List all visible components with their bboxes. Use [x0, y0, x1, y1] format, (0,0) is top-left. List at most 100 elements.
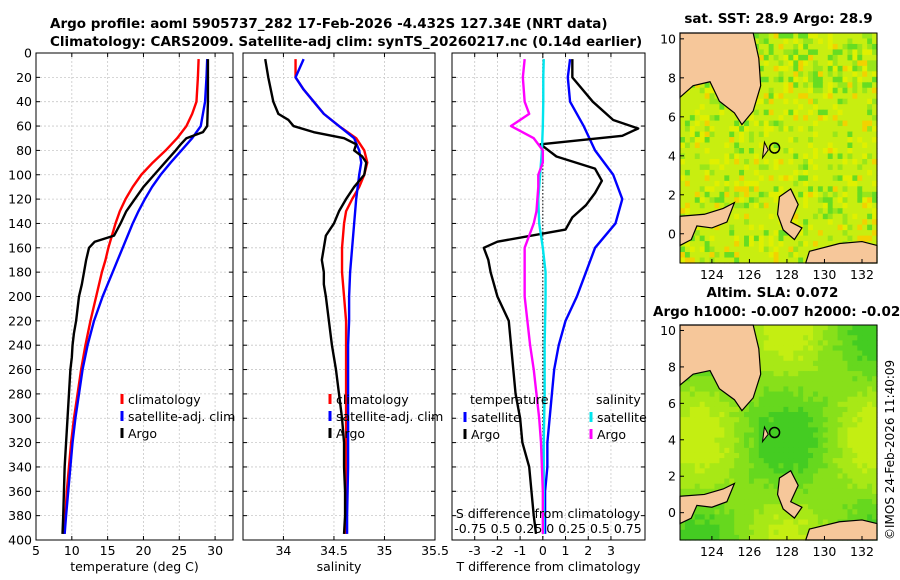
- difference-xtick-label: 3: [607, 543, 615, 558]
- map-xtick-label: 128: [775, 267, 799, 282]
- map-xtick-label: 132: [850, 544, 874, 559]
- halmahera-land: [776, 469, 803, 520]
- map-frame: [679, 324, 878, 541]
- depth-tick-label: 280: [8, 386, 32, 401]
- map-ytick-label: 0: [668, 226, 676, 241]
- map-xtick-label: 130: [813, 267, 837, 282]
- sla-map-title-line2: Argo h1000: -0.007 h2000: -0.023: [653, 304, 900, 320]
- depth-tick-label: 40: [16, 94, 32, 109]
- legend-label: Argo: [336, 426, 365, 441]
- temperature-xlabel: temperature (deg C): [70, 559, 199, 574]
- map-xtick-label: 124: [700, 267, 724, 282]
- temperature-series-2: [61, 59, 210, 534]
- salinity-series-2: [264, 58, 368, 534]
- mindanao-land: [679, 32, 762, 126]
- legend-label: satellite-adj. clim: [128, 409, 235, 424]
- salinity-xtick-label: 35.5: [421, 543, 449, 558]
- mindanao-land: [679, 324, 762, 412]
- temperature-xtick-label: 25: [171, 543, 187, 558]
- salinity-series-1: [294, 58, 363, 534]
- temperature-xtick-label: 20: [136, 543, 152, 558]
- map-frame: [679, 32, 878, 264]
- temperature-panel: 5 10 15 20 25 30 temperature (deg C) 0 20 40 60 80 1…: [8, 46, 235, 575]
- salinity-xtick-label: 34: [275, 543, 291, 558]
- difference-series-2: [537, 59, 547, 534]
- difference-xtick-label: 2: [584, 543, 592, 558]
- argo-position-marker: [768, 426, 781, 439]
- map-ytick-label: 6: [668, 396, 676, 411]
- halmahera-land: [776, 188, 803, 241]
- depth-tick-label: 180: [8, 265, 32, 280]
- map-ytick-label: 0: [668, 505, 676, 520]
- difference-series-3: [509, 58, 545, 534]
- map-ytick-label: 2: [668, 469, 676, 484]
- temperature-series-1: [63, 59, 209, 535]
- salinity-xtick-label: 35: [377, 543, 393, 558]
- map-ytick-label: 10: [660, 31, 676, 46]
- map-ytick-label: 4: [668, 148, 676, 163]
- s-axis-ticks: -0.75 0.5 0.25 0 0.25 0.5 0.75: [454, 521, 641, 536]
- difference-xtick-label: 0: [539, 543, 547, 558]
- sst-map-panel: 124 126 128 130 132 0 2 4 6 8 10 sat. SST: 28.9 Arg…: [660, 11, 878, 282]
- depth-tick-label: 400: [8, 533, 32, 548]
- depth-tick-label: 80: [16, 143, 32, 158]
- legend-label: climatology: [336, 392, 409, 407]
- s-axis-label: S difference from climatology: [456, 506, 641, 521]
- legend-label: satellite-adj. clim: [336, 409, 443, 424]
- depth-tick-label: 60: [16, 119, 32, 134]
- depth-tick-label: 380: [8, 508, 32, 523]
- depth-tick-label: 120: [8, 192, 32, 207]
- map-ytick-label: 8: [668, 70, 676, 85]
- depth-tick-label: 140: [8, 216, 32, 231]
- difference-xtick-label: 1: [562, 543, 570, 558]
- map-xtick-label: 130: [813, 544, 837, 559]
- map-xtick-label: 132: [850, 267, 874, 282]
- difference-series-0: [543, 58, 624, 534]
- map-ytick-label: 8: [668, 359, 676, 374]
- map-ytick-label: 6: [668, 109, 676, 124]
- sst-map-title: sat. SST: 28.9 Argo: 28.9: [684, 11, 872, 27]
- difference-xtick-label: -2: [491, 543, 503, 558]
- small-island: [761, 140, 769, 160]
- map-xtick-label: 126: [737, 267, 761, 282]
- sla-map-title-line1: Altim. SLA: 0.072: [707, 285, 839, 301]
- difference-series-1: [482, 59, 640, 535]
- temperature-xtick-label: 30: [207, 543, 223, 558]
- temperature-xtick-label: 10: [64, 543, 80, 558]
- map-ytick-label: 10: [660, 323, 676, 338]
- legend-label: satellite: [597, 410, 647, 425]
- imos-credit: ©IMOS 24-Feb-2026 11:40:09: [883, 360, 897, 540]
- figure-title-line2: Climatology: CARS2009. Satellite-adj cli…: [50, 34, 642, 50]
- map-xtick-label: 128: [775, 544, 799, 559]
- small-island: [761, 425, 769, 444]
- map-ytick-label: 4: [668, 432, 676, 447]
- temperature-series-0: [62, 59, 200, 535]
- depth-tick-label: 20: [16, 70, 32, 85]
- salinity-panel: 34 34.5 35 35.5 salinity climatology satellite…: [242, 52, 449, 574]
- legend-label: Argo: [471, 427, 500, 442]
- depth-tick-label: 340: [8, 459, 32, 474]
- temperature-xtick-label: 5: [32, 543, 40, 558]
- argo-position-marker: [768, 142, 781, 154]
- difference-xtick-label: -3: [468, 543, 480, 558]
- depth-tick-label: 320: [8, 435, 32, 450]
- depth-tick-label: 360: [8, 484, 32, 499]
- legend-s-header: salinity: [596, 392, 641, 407]
- depth-tick-label: 200: [8, 289, 32, 304]
- land-shapes: [679, 324, 878, 541]
- difference-panel: -3 -2 -1 0 1 2 3T difference from climatology t…: [451, 52, 647, 574]
- figure-title-line1: Argo profile: aoml 5905737_282 17-Feb-20…: [50, 16, 608, 32]
- legend-label: satellite: [471, 410, 521, 425]
- map-xtick-label: 126: [737, 544, 761, 559]
- depth-tick-label: 240: [8, 338, 32, 353]
- depth-tick-label: 160: [8, 240, 32, 255]
- salinity-xlabel: salinity: [317, 559, 362, 574]
- map-ytick-label: 2: [668, 187, 676, 202]
- difference-xlabel: T difference from climatology: [455, 559, 641, 574]
- temperature-xtick-label: 15: [100, 543, 116, 558]
- depth-tick-label: 260: [8, 362, 32, 377]
- depth-tick-label: 220: [8, 313, 32, 328]
- difference-xtick-label: -1: [514, 543, 526, 558]
- depth-tick-label: 300: [8, 411, 32, 426]
